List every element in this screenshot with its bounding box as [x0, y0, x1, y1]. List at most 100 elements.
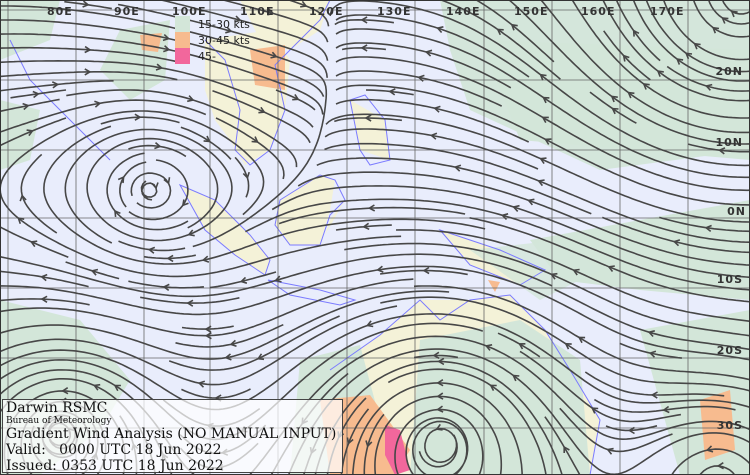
wind-direction-arrow: [82, 0, 90, 8]
wind-direction-arrow: [61, 387, 69, 395]
legend-swatch: [175, 32, 190, 48]
streamline: [632, 0, 750, 82]
wind-direction-arrow: [544, 138, 552, 145]
streamline: [335, 56, 750, 192]
wind-direction-arrow: [364, 114, 372, 122]
streamline: [0, 305, 398, 386]
wind-direction-arrow: [721, 17, 729, 24]
agency-name: Bureau of Meteorology: [6, 416, 112, 426]
wind-direction-arrow: [26, 129, 34, 137]
wind-direction-arrow: [622, 54, 630, 62]
wind-direction-arrow: [224, 353, 232, 361]
longitude-label: 120E: [309, 5, 344, 18]
wind-direction-arrow: [187, 229, 195, 237]
latitude-label: 20S: [716, 344, 743, 357]
wind-direction-arrow: [367, 204, 376, 212]
legend-item-30-45: 30-45 kts: [175, 32, 250, 48]
streamline: [363, 413, 385, 475]
wind-direction-arrow: [94, 100, 102, 108]
wind-direction-arrow: [716, 462, 724, 470]
streamline: [181, 388, 251, 399]
wind-direction-arrow: [114, 209, 121, 217]
streamline: [140, 296, 240, 304]
wind-direction-arrow: [51, 81, 60, 89]
streamline: [128, 144, 187, 158]
wind-direction-arrow: [611, 107, 619, 115]
wind-direction-arrow: [590, 407, 599, 414]
wind-direction-arrow: [270, 51, 278, 59]
wind-direction-arrow: [90, 268, 99, 276]
wind-direction-arrow: [267, 8, 275, 16]
streamline: [275, 89, 316, 111]
legend-swatch: [175, 16, 190, 32]
streamline: [508, 0, 750, 145]
streamline: [707, 0, 750, 25]
land-china: [240, 0, 330, 50]
wind-direction-arrow: [642, 83, 650, 90]
wind-direction-arrow: [607, 265, 615, 272]
streamline: [394, 408, 484, 475]
wind-direction-arrow: [117, 175, 125, 184]
wind-direction-arrow: [242, 171, 250, 180]
wind-direction-arrow: [518, 343, 526, 350]
info-box: Darwin RSMC Bureau of Meteorology Gradie…: [2, 399, 343, 474]
longitude-label: 130E: [377, 5, 412, 18]
wind-direction-arrow: [542, 96, 550, 104]
wind-direction-arrow: [292, 93, 300, 101]
longitude-label: 80E: [47, 5, 73, 18]
wind-direction-arrow: [147, 246, 156, 254]
land-borneo-s: [325, 200, 345, 235]
streamline: [335, 28, 750, 179]
streamline: [0, 278, 414, 337]
wind-direction-arrow: [360, 16, 368, 24]
wind-direction-arrow: [563, 445, 570, 453]
wind-direction-arrow: [550, 272, 558, 280]
streamline: [130, 172, 172, 209]
wind-direction-arrow: [632, 29, 640, 37]
streamline: [0, 265, 750, 361]
wind-direction-arrow: [675, 58, 684, 65]
wind-direction-arrow: [647, 330, 655, 338]
wind-direction-arrow: [204, 325, 212, 333]
wind-direction-arrow: [362, 222, 370, 231]
wind-direction-arrow: [166, 254, 174, 263]
streamline: [0, 46, 178, 63]
wind-direction-arrow: [564, 342, 572, 350]
streamline: [0, 117, 67, 147]
legend-item-45: 45-: [175, 48, 250, 64]
legend-label: 15-30 kts: [198, 17, 250, 31]
wind-direction-arrow: [360, 44, 368, 52]
wind-direction-arrow: [424, 49, 433, 57]
wind-direction-arrow: [718, 147, 726, 155]
wind-direction-arrow: [672, 239, 681, 247]
longitude-label: 170E: [650, 5, 685, 18]
wind-direction-arrow: [84, 68, 92, 76]
streamline: [662, 0, 750, 61]
coastlines: [9, 0, 601, 475]
wind-direction-arrow: [537, 179, 545, 187]
wind-direction-arrow: [40, 273, 48, 282]
wind-direction-arrow: [512, 374, 520, 382]
wind-direction-arrow: [201, 255, 210, 263]
wind-direction-arrow: [539, 73, 547, 81]
streamline: [0, 71, 178, 81]
wind-direction-arrow: [500, 213, 509, 221]
wind-direction-arrow: [113, 384, 121, 392]
wind-direction-arrow: [19, 194, 27, 202]
legend-item-15-30: 15-30 kts: [175, 16, 250, 32]
land-sumatra: [180, 185, 270, 275]
wind-direction-arrow: [662, 405, 670, 414]
longitude-label: 100E: [172, 5, 207, 18]
wind-direction-arrow: [92, 383, 101, 391]
wind-direction-arrow: [256, 353, 265, 361]
streamline: [0, 270, 89, 288]
streamline: [181, 325, 234, 330]
streamline: [64, 128, 233, 244]
wind-direction-arrow: [436, 26, 444, 34]
wind-direction-arrow: [429, 132, 438, 140]
streamline: [605, 425, 658, 432]
streamline: [670, 448, 750, 475]
streamline: [474, 0, 555, 63]
longitude-label: 140E: [446, 5, 481, 18]
